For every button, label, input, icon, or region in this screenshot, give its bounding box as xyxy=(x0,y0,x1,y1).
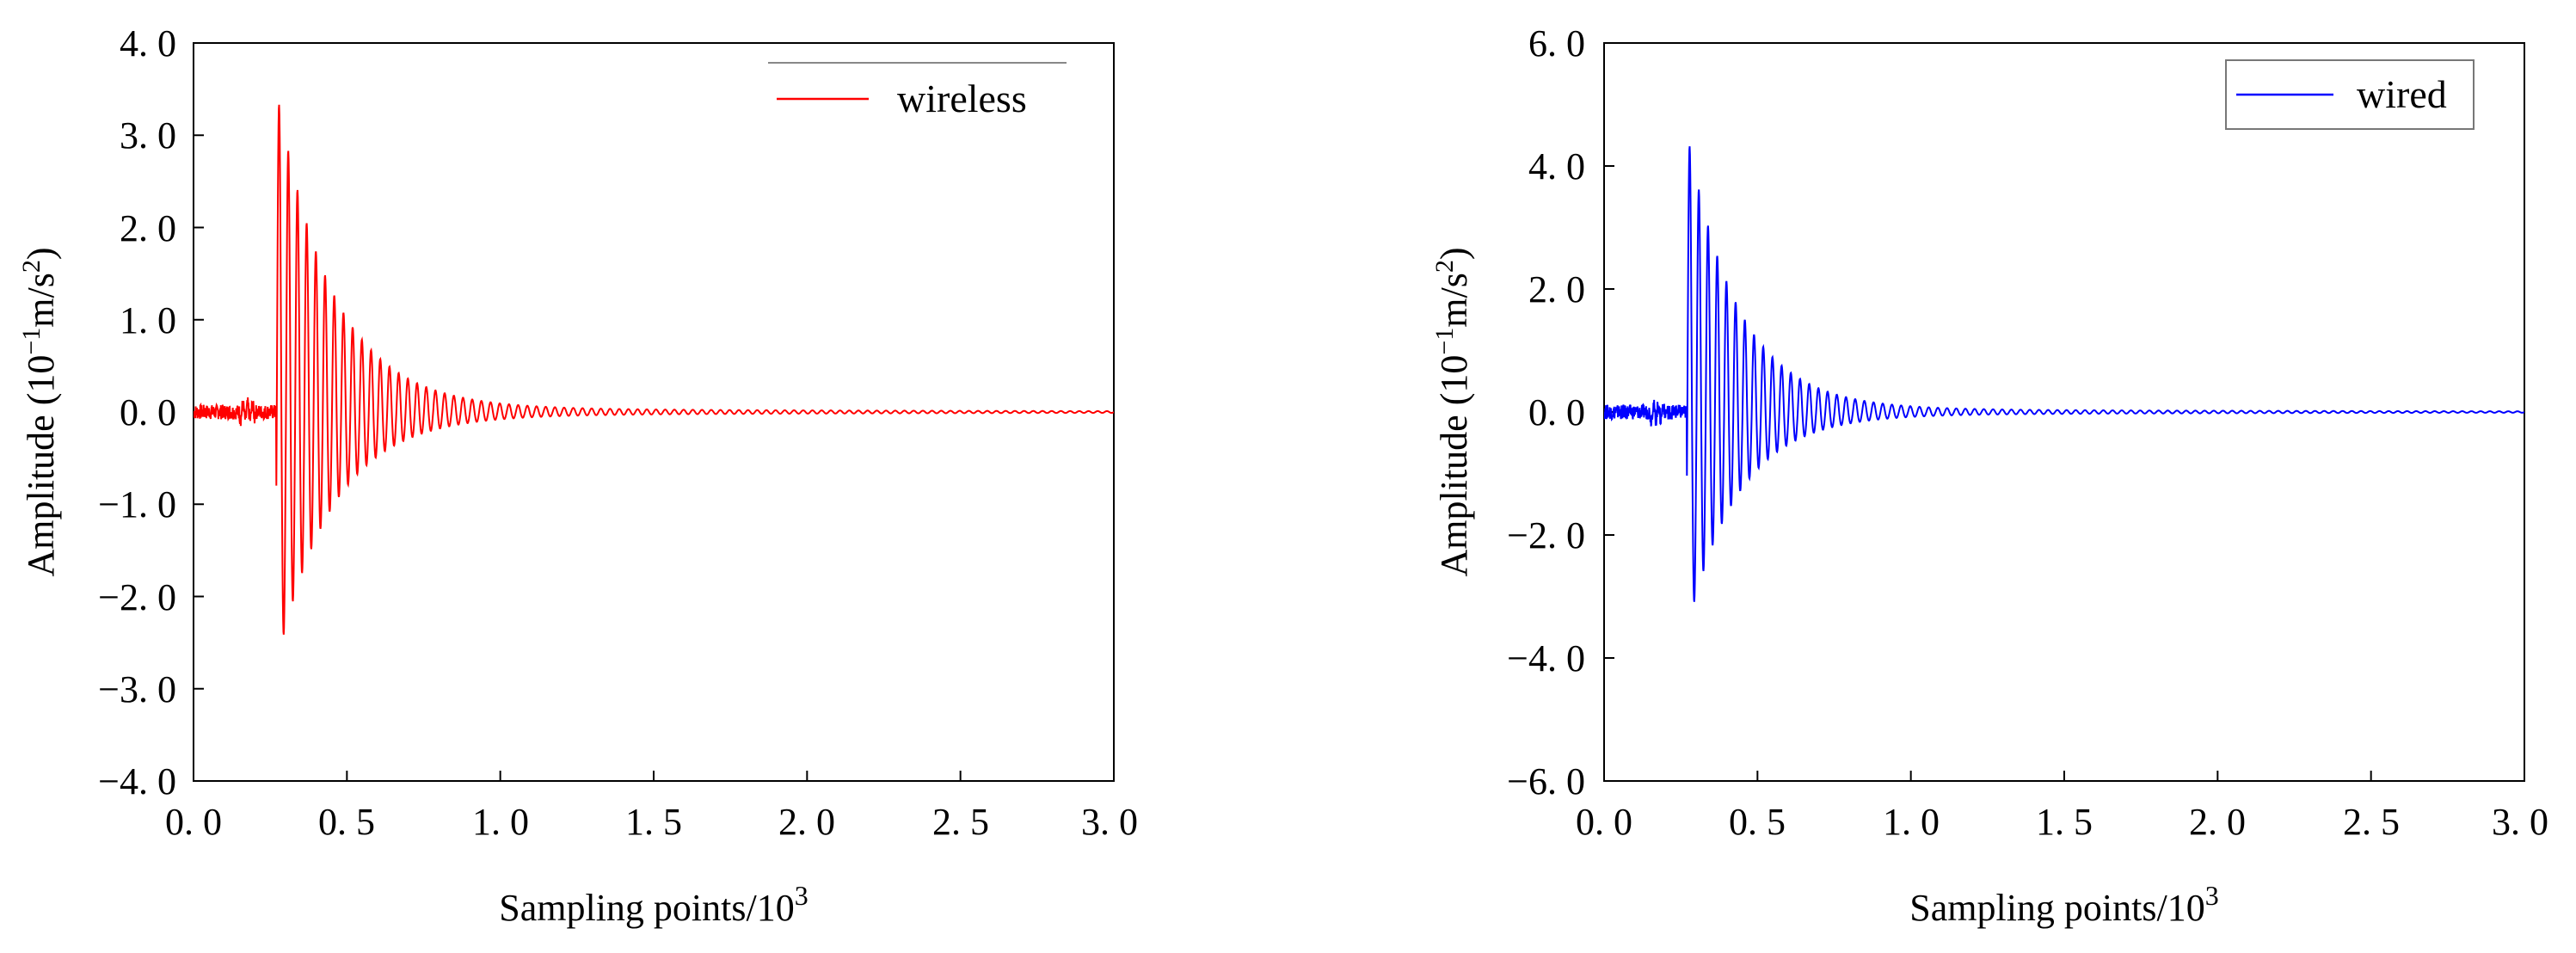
y-tick-label: 3. 0 xyxy=(120,114,176,157)
x-tick-label: 3. 0 xyxy=(1081,801,1138,843)
x-tick-label: 2. 0 xyxy=(2189,801,2246,843)
x-tick-label: 0. 0 xyxy=(1576,801,1632,843)
x-tick-label: 3. 0 xyxy=(2492,801,2548,843)
y-tick-label: −1. 0 xyxy=(98,483,176,526)
x-tick-label: 0. 5 xyxy=(1729,801,1786,843)
x-tick-label: 0. 0 xyxy=(165,801,222,843)
y-tick-labels: 4. 0 3. 0 2. 0 1. 0 0. 0 −1. 0 −2. 0 −3.… xyxy=(98,22,176,802)
x-tick-label: 1. 0 xyxy=(1883,801,1940,843)
x-tick-label: 2. 5 xyxy=(932,801,989,843)
y-tick-label: −4. 0 xyxy=(98,760,176,802)
x-tick-label: 1. 5 xyxy=(625,801,682,843)
x-ticks xyxy=(1603,771,2525,781)
x-tick-label: 1. 5 xyxy=(2036,801,2093,843)
x-tick-labels: 0. 0 0. 5 1. 0 1. 5 2. 0 2. 5 3. 0 xyxy=(165,801,1138,843)
x-axis-title: Sampling points/103 xyxy=(1909,880,2218,929)
x-ticks xyxy=(193,771,1115,781)
x-axis-title: Sampling points/103 xyxy=(499,880,808,929)
y-tick-label: 1. 0 xyxy=(120,299,176,341)
legend: wired xyxy=(2225,59,2475,130)
x-tick-label: 2. 0 xyxy=(778,801,835,843)
x-tick-labels: 0. 0 0. 5 1. 0 1. 5 2. 0 2. 5 3. 0 xyxy=(1576,801,2548,843)
series-line-wired xyxy=(1604,146,2524,602)
legend-box xyxy=(2225,59,2475,130)
chart-wired: 6. 0 4. 0 2. 0 0. 0 −2. 0 −4. 0 −6. 0 0.… xyxy=(1430,22,2548,929)
x-tick-label: 1. 0 xyxy=(472,801,529,843)
series-line-wireless xyxy=(194,104,1114,635)
legend: wireless xyxy=(768,62,1067,120)
y-tick-label: −3. 0 xyxy=(98,668,176,710)
y-tick-label: 0. 0 xyxy=(120,391,176,433)
y-tick-label: 6. 0 xyxy=(1528,22,1585,65)
y-axis-title: Amplitude (10−1m/s2) xyxy=(17,247,62,576)
x-tick-label: 2. 5 xyxy=(2343,801,2400,843)
y-tick-label: −6. 0 xyxy=(1507,760,1585,802)
y-tick-label: 2. 0 xyxy=(120,207,176,249)
y-tick-label: 4. 0 xyxy=(1528,145,1585,188)
y-tick-label: 0. 0 xyxy=(1528,391,1585,433)
y-tick-label: −4. 0 xyxy=(1507,637,1585,679)
y-tick-label: −2. 0 xyxy=(98,576,176,618)
y-tick-label: 2. 0 xyxy=(1528,268,1585,310)
x-tick-label: 0. 5 xyxy=(318,801,375,843)
y-tick-label: 4. 0 xyxy=(120,22,176,65)
y-tick-labels: 6. 0 4. 0 2. 0 0. 0 −2. 0 −4. 0 −6. 0 xyxy=(1507,22,1585,802)
y-axis-title: Amplitude (10−1m/s2) xyxy=(1430,247,1475,576)
legend-label-wired: wired xyxy=(2357,72,2447,116)
chart-wireless: 4. 0 3. 0 2. 0 1. 0 0. 0 −1. 0 −2. 0 −3.… xyxy=(17,22,1138,929)
legend-label-wireless: wireless xyxy=(897,77,1027,120)
y-tick-label: −2. 0 xyxy=(1507,514,1585,556)
